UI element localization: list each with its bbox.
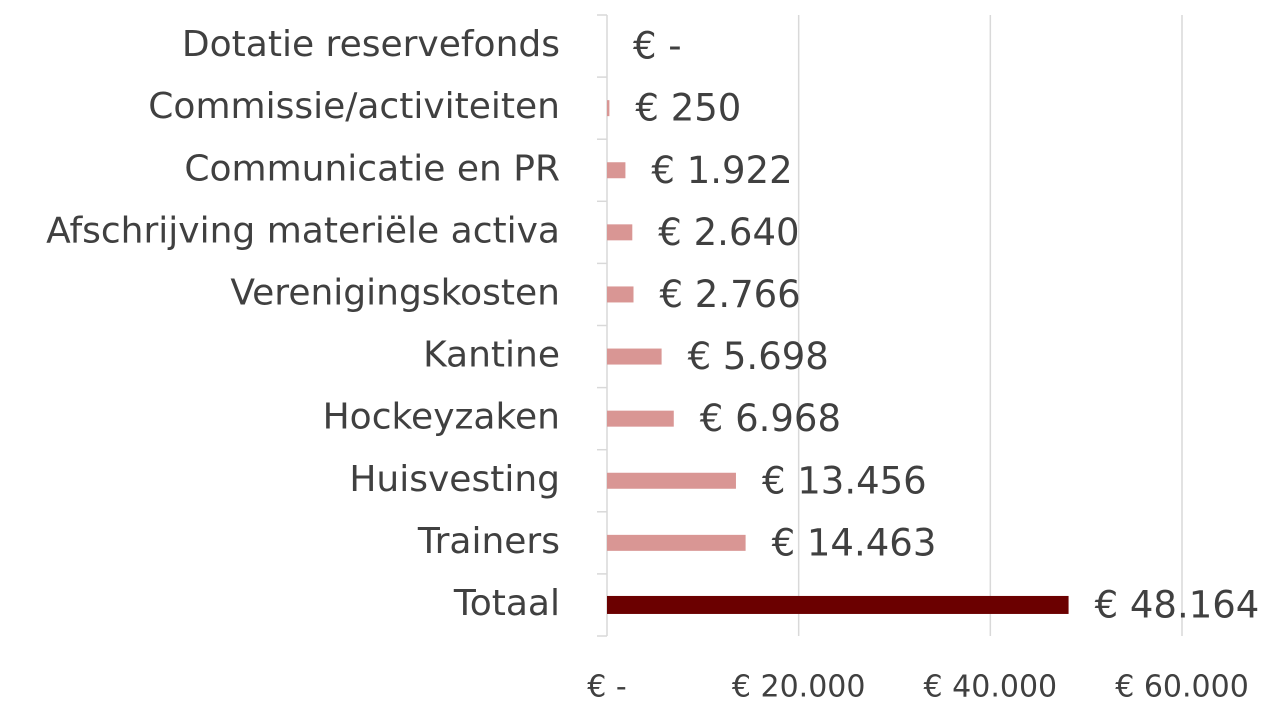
y-tick-label: Huisvesting [349, 459, 560, 500]
value-label: € 250 [635, 87, 741, 130]
x-tick-label: € 20.000 [732, 670, 866, 703]
bar [607, 410, 674, 427]
y-tick-label: Trainers [417, 521, 560, 562]
y-tick-label: Afschrijving materiële activa [46, 210, 560, 251]
y-tick-label: Dotatie reservefonds [182, 24, 560, 65]
value-label: € 1.922 [651, 149, 792, 192]
bar [607, 472, 736, 489]
y-tick-label: Kantine [423, 335, 560, 376]
bar [607, 286, 634, 303]
value-label: € - [633, 25, 682, 68]
x-tick-label: € 60.000 [1115, 670, 1249, 703]
bar [607, 595, 1069, 614]
value-label: € 2.640 [658, 211, 799, 254]
y-tick-label: Totaal [453, 583, 560, 624]
bar [607, 534, 746, 551]
bar [607, 100, 610, 117]
value-label: € 13.456 [762, 459, 927, 502]
y-tick-label: Hockeyzaken [323, 397, 560, 438]
value-label: € 14.463 [772, 521, 937, 564]
bar [607, 224, 633, 241]
value-label: € 48.164 [1095, 583, 1260, 626]
y-tick-label: Commissie/activiteiten [148, 86, 560, 127]
value-label: € 6.968 [700, 397, 841, 440]
y-tick-label: Verenigingskosten [230, 272, 560, 313]
x-tick-label: € 40.000 [924, 670, 1058, 703]
bar [607, 162, 626, 179]
x-tick-label: € - [587, 670, 626, 703]
value-label: € 2.766 [660, 273, 801, 316]
bar [607, 348, 662, 365]
value-label: € 5.698 [688, 335, 829, 378]
y-tick-label: Communicatie en PR [184, 148, 560, 189]
